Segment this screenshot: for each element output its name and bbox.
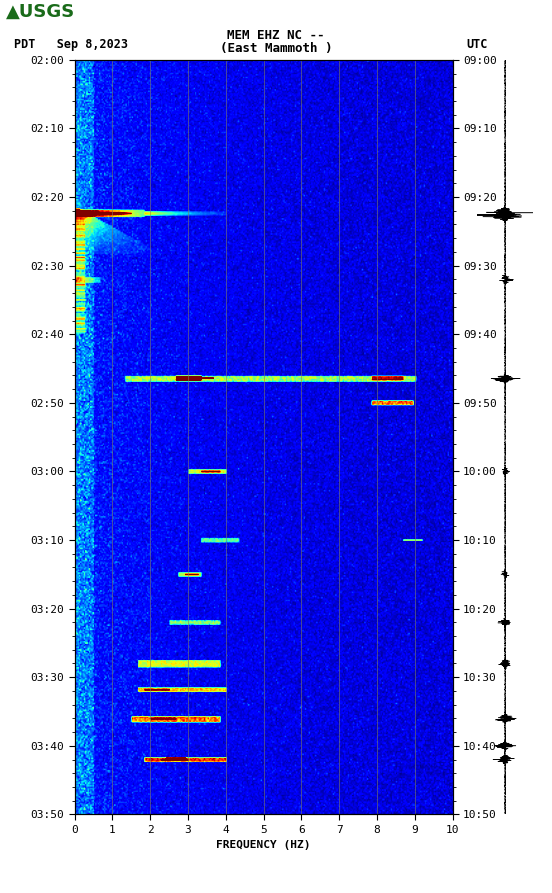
Text: (East Mammoth ): (East Mammoth ) xyxy=(220,42,332,55)
Text: UTC: UTC xyxy=(466,38,488,51)
Text: MEM EHZ NC --: MEM EHZ NC -- xyxy=(227,29,325,43)
X-axis label: FREQUENCY (HZ): FREQUENCY (HZ) xyxy=(216,840,311,850)
Text: ▲USGS: ▲USGS xyxy=(6,3,75,21)
Text: PDT   Sep 8,2023: PDT Sep 8,2023 xyxy=(14,38,128,51)
